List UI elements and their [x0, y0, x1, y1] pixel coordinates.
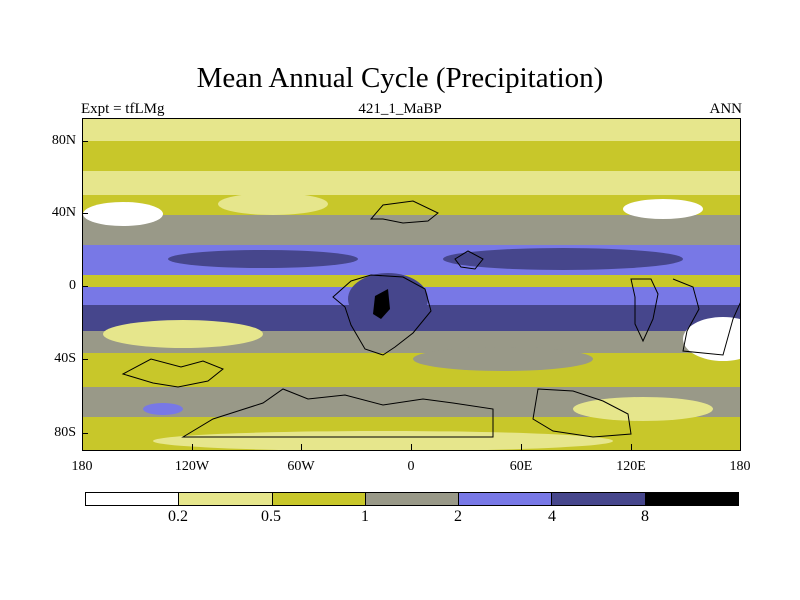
- feature-africa-core: [373, 289, 390, 319]
- colorbar-box-0: [86, 493, 180, 505]
- colorbar-label-2: 1: [361, 508, 369, 525]
- y-tick-40n: 40N: [51, 205, 76, 220]
- coastline-europe: [369, 200, 439, 224]
- feature-arctic-pale: [83, 119, 323, 139]
- coastline-south-america: [121, 358, 224, 388]
- y-tickmark-80n: [82, 141, 88, 142]
- feature-south-blue: [143, 403, 183, 415]
- plot-title: Mean Annual Cycle (Precipitation): [196, 62, 604, 94]
- x-tick-60e: 60E: [509, 459, 533, 474]
- feature-east-dry: [683, 317, 740, 361]
- y-tickmark-80s: [82, 433, 88, 434]
- x-tickmark-120w: [192, 444, 193, 450]
- coastline-africa: [332, 274, 432, 356]
- colorbar-label-5: 8: [641, 508, 649, 525]
- colorbar-box-4: [459, 493, 553, 505]
- y-tick-80n: 80N: [51, 133, 76, 148]
- coastline-india: [454, 250, 484, 270]
- y-tickmark-equator: [82, 286, 88, 287]
- feature-north-dry-3: [623, 199, 703, 219]
- y-tickmark-40s: [82, 359, 88, 360]
- y-tickmark-40n: [82, 213, 88, 214]
- feature-south-grey: [413, 347, 593, 371]
- experiment-label: Expt = tfLMg: [81, 101, 165, 117]
- coastline-southeast-asia: [630, 278, 659, 343]
- colorbar-label-0: 0.2: [168, 508, 188, 525]
- coastline-west-pacific: [672, 278, 740, 356]
- case-label: 421_1_MaBP: [358, 101, 442, 117]
- precipitation-map: [82, 118, 741, 451]
- coastline-antarctica: [181, 388, 494, 438]
- x-tick-0: 0: [407, 459, 415, 474]
- band-north-subtropic: [83, 215, 740, 245]
- y-tick-equator: 0: [69, 278, 76, 293]
- colorbar-label-3: 2: [454, 508, 462, 525]
- x-tickmark-0: [411, 444, 412, 450]
- colorbar-label-4: 4: [548, 508, 556, 525]
- colorbar: [85, 492, 739, 506]
- colorbar-label-1: 0.5: [261, 508, 281, 525]
- feature-north-dry-1: [83, 202, 163, 226]
- x-tick-60w: 60W: [287, 459, 315, 474]
- map-svg: [83, 119, 740, 450]
- colorbar-box-2: [272, 493, 366, 505]
- feature-north-dry-2: [218, 193, 328, 215]
- feature-north-wet-2: [443, 248, 683, 270]
- x-tickmark-60e: [521, 444, 522, 450]
- colorbar-box-3: [365, 493, 460, 505]
- y-tick-40s: 40S: [54, 351, 76, 366]
- coastline-australia: [532, 388, 632, 438]
- colorbar-box-1: [179, 493, 273, 505]
- coastlines: [121, 200, 740, 438]
- colorbar-box-5: [552, 493, 646, 505]
- feature-west-dry: [103, 320, 263, 348]
- x-tick-120w: 120W: [174, 459, 210, 474]
- season-label: ANN: [709, 101, 743, 117]
- feature-south-dry: [573, 397, 713, 421]
- x-tick-180e: 180: [729, 459, 751, 474]
- feature-antarctic-pale: [153, 431, 613, 450]
- band-north-mid-light: [83, 171, 740, 195]
- feature-north-wet-1: [168, 250, 358, 268]
- colorbar-box-6: [645, 493, 738, 505]
- x-tickmark-60w: [301, 444, 302, 450]
- x-tick-180w: 180: [71, 459, 93, 474]
- x-tick-120e: 120E: [616, 459, 646, 474]
- band-subarctic: [83, 141, 740, 171]
- band-south-mid: [83, 353, 740, 387]
- y-tick-80s: 80S: [54, 425, 76, 440]
- x-tickmark-120e: [631, 444, 632, 450]
